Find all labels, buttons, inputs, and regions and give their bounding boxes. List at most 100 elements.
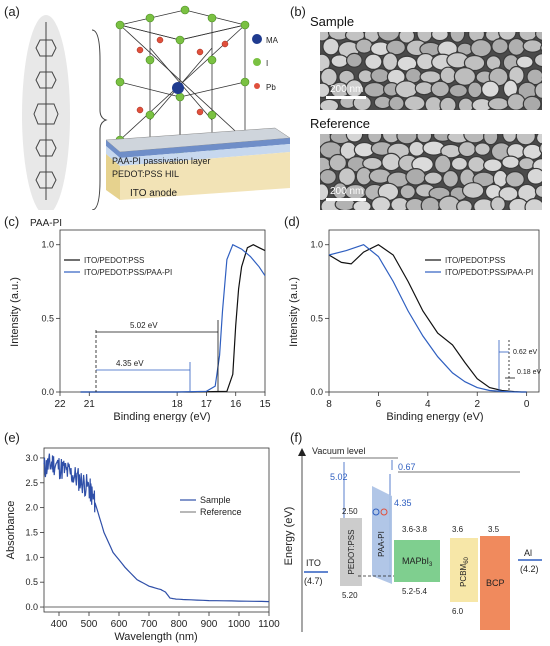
pedot-label: PEDOT:PSS <box>347 530 356 575</box>
chart-c-series-1 <box>80 243 266 393</box>
chart-c-legend: ITO/PEDOT:PSS ITO/PEDOT:PSS/PAA-PI <box>64 256 172 277</box>
chart-d-xtick-label: 6 <box>376 399 382 410</box>
sem-grain <box>526 167 542 185</box>
sem-grain <box>320 82 331 99</box>
chart-e-yticks: 0.0 0.5 1.0 1.5 2.0 2.5 3.0 <box>25 453 44 612</box>
al-value: (4.2) <box>520 564 539 574</box>
sem-grain <box>490 196 506 210</box>
chart-d-frame <box>328 229 540 393</box>
chart-e-ytick-label: 3.0 <box>25 453 38 463</box>
pcbm-label: PCBM60 <box>459 556 470 586</box>
sem-grain <box>434 154 452 174</box>
sem-grain <box>534 32 542 41</box>
chart-c-yticks: 0.0 0.5 1.0 <box>41 240 60 397</box>
sem-grain <box>491 38 509 55</box>
sem-grain <box>320 183 330 202</box>
sem-reference-grains <box>320 134 542 210</box>
sem-grain <box>456 199 473 210</box>
sem-grain <box>414 81 434 96</box>
sem-grain <box>474 142 491 156</box>
legend-pb-icon <box>254 83 260 89</box>
layer-hil <box>106 144 290 166</box>
ma-cation <box>172 82 184 94</box>
layer-anode-label: ITO anode <box>130 188 178 199</box>
sem-grain <box>522 39 542 53</box>
bcp-top: 3.5 <box>488 525 500 534</box>
pcbm-label-sub: 60 <box>464 556 470 563</box>
chart-e-frame <box>43 447 270 613</box>
chart-c-xtick-label: 18 <box>172 399 184 410</box>
sem-grain <box>330 54 349 68</box>
scale-text-reference: 200 nm <box>330 186 364 197</box>
chart-d-series-1 <box>328 244 527 393</box>
sem-grain <box>381 152 402 172</box>
chart-e-xtick-label: 800 <box>171 619 188 630</box>
sem-grain <box>458 141 477 158</box>
chart-d-ytick-label: 0.0 <box>310 387 323 397</box>
sem-sample-grains <box>320 32 542 110</box>
sem-grain <box>483 134 499 146</box>
mapbi-top: 3.6-3.8 <box>402 525 427 534</box>
panel-label-a: (a) <box>4 4 20 19</box>
sem-grain <box>386 39 406 56</box>
sem-reference-label: Reference <box>310 116 370 131</box>
sem-grain <box>408 140 425 157</box>
chart-d-ylabel: Intensity (a.u.) <box>288 277 300 347</box>
chart-e: Wavelength (nm) Absorbance 400 500 600 700 8… <box>5 447 280 643</box>
c-annot-label2: 4.35 eV <box>116 359 144 368</box>
mapbi-block <box>394 540 440 582</box>
sem-grain <box>363 81 386 98</box>
sem-grain <box>345 52 363 68</box>
chart-c-xlabel: Binding energy (eV) <box>113 411 210 422</box>
chart-c-legend-0: ITO/PEDOT:PSS <box>84 256 144 265</box>
energy-diagram: Energy (eV) Vacuum level 5.02 4.35 0.67 … <box>283 446 542 632</box>
pcbm-label-base: PCBM <box>459 563 468 586</box>
sem-grain <box>518 157 535 171</box>
d-annot-label1: 0.62 eV <box>513 349 537 356</box>
sem-grain <box>364 53 383 70</box>
sem-grain <box>320 98 340 110</box>
chart-c-xticks: 22 21 18 17 16 15 <box>54 392 271 410</box>
sem-grain <box>430 80 450 98</box>
sem-grain <box>487 97 510 110</box>
vacuum-label: Vacuum level <box>312 446 365 456</box>
chart-c-frame <box>59 229 266 393</box>
panel-label-d: (d) <box>284 214 300 229</box>
chart-c: Binding energy (eV) Intensity (a.u.) 22 2… <box>9 229 271 422</box>
chart-d-xtick-label: 0 <box>524 399 530 410</box>
sem-grain <box>524 197 542 210</box>
sem-grain <box>355 38 374 54</box>
value-067: 0.67 <box>398 462 416 472</box>
chart-e-xticks: 400 500 600 700 800 900 1000 1100 <box>51 612 280 630</box>
chart-e-xlabel: Wavelength (nm) <box>114 631 197 643</box>
sem-grain <box>439 96 457 110</box>
al-label: Al <box>524 548 532 558</box>
sem-grain <box>416 134 433 144</box>
sem-grain <box>431 32 449 42</box>
chart-e-series-0 <box>43 453 270 603</box>
chart-d: Binding energy (eV) Intensity (a.u.) 8 6 4… <box>288 229 541 422</box>
chart-c-xtick-label: 17 <box>201 399 213 410</box>
chart-d-xlabel: Binding energy (eV) <box>386 411 483 422</box>
chart-d-annotations: 0.62 eV 0.18 eV <box>498 340 541 392</box>
panel-label-c: (c) <box>4 214 20 229</box>
layer-hil-label: PEDOT:PSS HIL <box>112 169 179 179</box>
chart-d-legend-0: ITO/PEDOT:PSS <box>445 256 505 265</box>
chart-e-legend-0: Sample <box>200 495 231 505</box>
chart-e-xtick-label: 700 <box>141 619 158 630</box>
panel-label-f: (f) <box>290 430 303 445</box>
pedot-bot: 5.20 <box>342 591 358 600</box>
sem-grain <box>338 167 357 187</box>
panel-label-e: (e) <box>4 430 20 445</box>
chart-e-lines <box>43 453 270 608</box>
chart-c-xtick-label: 16 <box>230 399 242 410</box>
sem-grain <box>506 93 526 110</box>
lead-atoms <box>136 36 229 116</box>
chart-d-ytick-label: 1.0 <box>310 240 323 250</box>
sem-grain <box>453 67 477 86</box>
pedot-top: 2.50 <box>342 507 358 516</box>
dipole-pos-icon <box>380 508 388 516</box>
chart-c-ytick-label: 0.0 <box>41 387 54 397</box>
d-annot-label2: 0.18 eV <box>517 369 541 376</box>
sem-grain <box>522 95 542 110</box>
